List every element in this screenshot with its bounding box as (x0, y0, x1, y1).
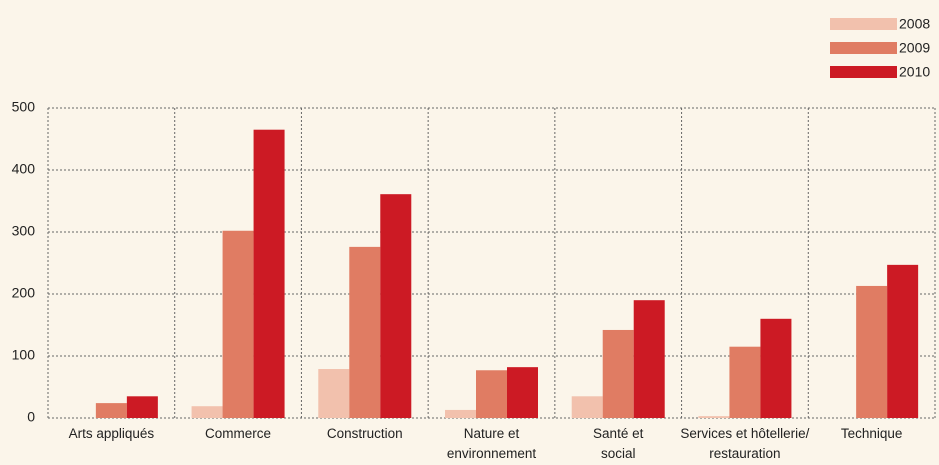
legend-label: 2009 (899, 40, 930, 56)
bar (349, 246, 381, 418)
bar (318, 369, 350, 418)
x-tick-label: Nature et environnement (446, 426, 537, 461)
y-tick-label: 500 (12, 99, 36, 115)
x-tick-label: Construction (326, 426, 403, 441)
x-tick-label: Santé et social (593, 426, 644, 461)
bar (95, 403, 127, 418)
bar (380, 194, 412, 418)
x-tick-label: Services et hôtellerie/ restauration (680, 426, 810, 461)
bar (222, 230, 254, 418)
bar (887, 264, 919, 418)
legend-label: 2008 (899, 16, 930, 32)
x-tick-label: Arts appliqués (68, 426, 155, 441)
legend-swatch (830, 18, 897, 30)
bar (856, 285, 888, 418)
bar (602, 329, 634, 418)
y-tick-label: 300 (12, 223, 36, 239)
bar (571, 396, 603, 418)
bar (126, 396, 158, 418)
legend-label: 2010 (899, 64, 930, 80)
bar (633, 300, 665, 418)
bar (476, 370, 507, 418)
y-tick-label: 100 (12, 347, 36, 363)
x-tick-label: Commerce (205, 426, 272, 441)
y-tick-label: 400 (12, 161, 36, 177)
x-tick-label: Technique (840, 426, 903, 441)
bar (191, 406, 223, 418)
bar (445, 409, 476, 418)
y-tick-label: 0 (27, 409, 35, 425)
bar (507, 367, 538, 418)
bar (253, 129, 285, 418)
legend-swatch (830, 66, 897, 78)
bar (729, 346, 761, 418)
legend-swatch (830, 42, 897, 54)
y-tick-label: 200 (12, 285, 36, 301)
bar (760, 318, 792, 418)
bar (698, 416, 730, 418)
